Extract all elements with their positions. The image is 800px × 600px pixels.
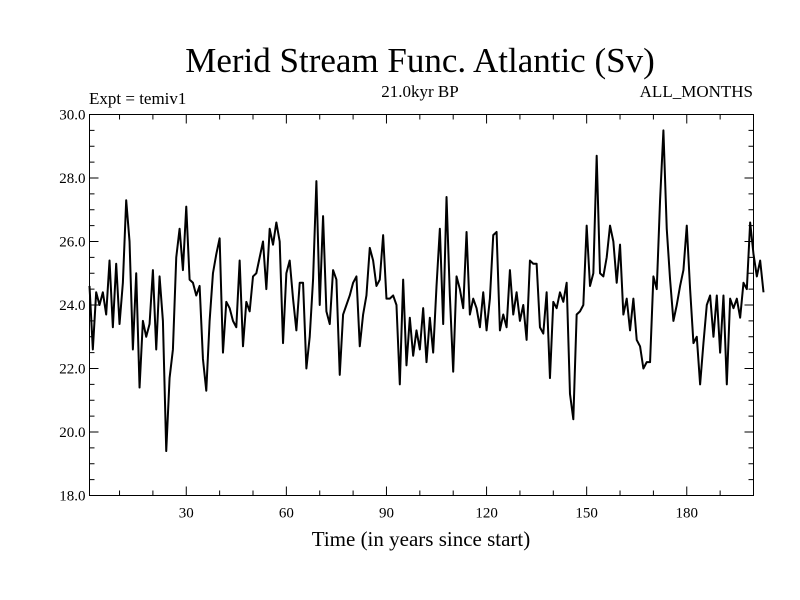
x-tick-label: 30 <box>179 506 194 522</box>
y-axis: 18.0 20.0 22.0 24.0 26.0 28.0 30.0 <box>59 108 754 505</box>
y-tick-label: 22.0 <box>59 362 85 378</box>
x-tick-label: 90 <box>379 506 394 522</box>
plot-frame <box>89 114 754 496</box>
x-tick-label: 180 <box>676 506 699 522</box>
months-label: ALL_MONTHS <box>640 82 753 101</box>
y-tick-label: 28.0 <box>59 171 85 187</box>
series-line <box>88 129 765 453</box>
y-tick-label: 20.0 <box>59 425 85 441</box>
x-axis-label: Time (in years since start) <box>312 527 531 551</box>
x-tick-label: 120 <box>475 506 498 522</box>
x-tick-label: 150 <box>575 506 598 522</box>
experiment-label: Expt = temiv1 <box>89 89 186 108</box>
y-tick-label: 18.0 <box>59 489 85 505</box>
chart-title: Merid Stream Func. Atlantic (Sv) <box>185 41 655 80</box>
x-axis: 30 60 90 120 150 180 <box>119 114 754 522</box>
y-tick-label: 26.0 <box>59 235 85 251</box>
y-tick-label: 30.0 <box>59 108 85 124</box>
time-period-label: 21.0kyr BP <box>381 82 458 101</box>
x-tick-label: 60 <box>279 506 294 522</box>
y-tick-label: 24.0 <box>59 298 85 314</box>
